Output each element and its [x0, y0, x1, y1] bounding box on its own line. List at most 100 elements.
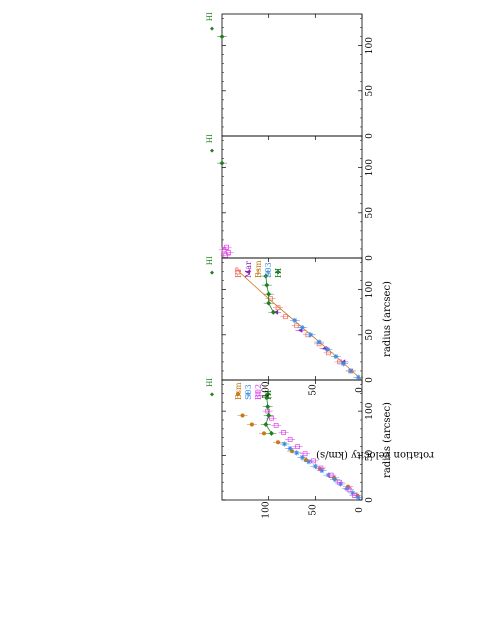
- edge-hi-marker: [210, 392, 214, 397]
- series-unnamed: [218, 244, 234, 258]
- velocity-tick-label: 50: [308, 384, 318, 396]
- data-point: [226, 250, 231, 255]
- legend-swatch: [265, 269, 271, 275]
- data-point: [276, 440, 280, 445]
- data-point: [355, 374, 361, 380]
- legend-swatch: [236, 392, 240, 396]
- edge-hi-marker: [210, 148, 214, 153]
- data-point: [273, 422, 279, 428]
- legend-label: FP: [234, 266, 243, 278]
- panel-frame: [221, 13, 363, 137]
- radius-tick-label: 0: [365, 133, 375, 139]
- radius-tick-label: 50: [365, 450, 375, 462]
- data-point: [281, 430, 286, 435]
- radius-axis-label: radius (arcsec): [382, 402, 393, 478]
- radius-tick-label: 50: [365, 207, 375, 219]
- data-point: [350, 490, 356, 496]
- data-point: [311, 458, 316, 464]
- radius-tick-label: 0: [365, 377, 375, 383]
- data-point: [319, 468, 325, 474]
- legend-label: S03: [244, 384, 253, 400]
- data-point: [275, 305, 281, 311]
- legend-label: Bsm: [234, 382, 243, 400]
- data-point: [292, 317, 298, 323]
- data-point: [302, 451, 308, 457]
- data-point: [348, 368, 354, 374]
- data-point: [268, 430, 274, 436]
- edge-hi-label: HI: [206, 12, 214, 21]
- data-point: [324, 346, 330, 352]
- legend-swatch: [235, 269, 241, 275]
- data-point: [290, 449, 294, 454]
- data-point: [221, 247, 227, 253]
- radius-tick-label: 0: [365, 497, 375, 503]
- series-hi: [217, 34, 227, 40]
- data-point: [326, 350, 331, 356]
- radius-tick-label: 100: [365, 402, 375, 419]
- radius-tick-label: 100: [365, 37, 375, 54]
- legend-swatch: [275, 269, 281, 275]
- data-point: [295, 444, 300, 450]
- y-axis-label: rotation velocity (km/s): [316, 449, 434, 460]
- data-point: [266, 413, 272, 419]
- data-point: [299, 454, 305, 460]
- data-point: [265, 404, 271, 410]
- series-hi: [217, 160, 227, 166]
- data-point: [223, 252, 229, 258]
- series-hi: [260, 395, 277, 436]
- radius-tick-label: 100: [365, 159, 375, 176]
- legend-label: S03: [264, 262, 273, 278]
- data-point: [269, 415, 274, 421]
- radius-tick-label: 50: [365, 329, 375, 341]
- edge-hi-marker: [210, 270, 214, 275]
- data-point: [266, 291, 272, 297]
- data-point: [318, 465, 324, 471]
- data-point: [306, 459, 312, 465]
- data-point: [264, 282, 270, 288]
- legend-label: Mar: [244, 261, 253, 278]
- velocity-tick-label: 50: [308, 504, 318, 516]
- data-point: [299, 325, 305, 331]
- edge-hi-marker: [210, 26, 214, 31]
- legend-swatch: [245, 269, 250, 275]
- data-point: [263, 421, 269, 427]
- edge-hi-label: HI: [206, 378, 214, 387]
- velocity-tick-label: 100: [262, 501, 272, 518]
- radius-axis-label: radius (arcsec): [382, 281, 393, 357]
- data-point: [283, 314, 288, 320]
- data-point: [219, 34, 225, 40]
- data-point: [308, 332, 314, 338]
- radius-tick-label: 100: [365, 281, 375, 298]
- data-point: [316, 339, 322, 345]
- radius-tick-label: 0: [365, 255, 375, 261]
- series-hi: [260, 273, 279, 315]
- edge-hi-label: HI: [206, 134, 214, 143]
- data-point: [287, 445, 293, 451]
- data-point: [224, 244, 230, 250]
- data-point: [332, 477, 338, 483]
- velocity-tick-label: 0: [355, 507, 365, 513]
- data-point: [249, 422, 254, 427]
- data-point: [270, 309, 276, 315]
- data-point: [219, 160, 225, 166]
- legend-swatch: [245, 391, 251, 397]
- legend-label: B02: [254, 384, 263, 400]
- data-point: [294, 323, 300, 329]
- data-point: [294, 450, 300, 456]
- data-point: [328, 472, 334, 478]
- legend-label: Bsm: [254, 260, 263, 278]
- legend: Bsm S03 B02 HI: [234, 382, 273, 400]
- data-point: [262, 431, 266, 436]
- chart-panel-3: 0 50 100 HI: [206, 134, 375, 261]
- velocity-tick-label: 0: [355, 387, 365, 393]
- data-point: [346, 486, 352, 492]
- series-s03: [289, 317, 364, 380]
- edge-hi-label: HI: [206, 256, 214, 265]
- legend-label: HI: [264, 390, 273, 400]
- data-point: [333, 354, 339, 360]
